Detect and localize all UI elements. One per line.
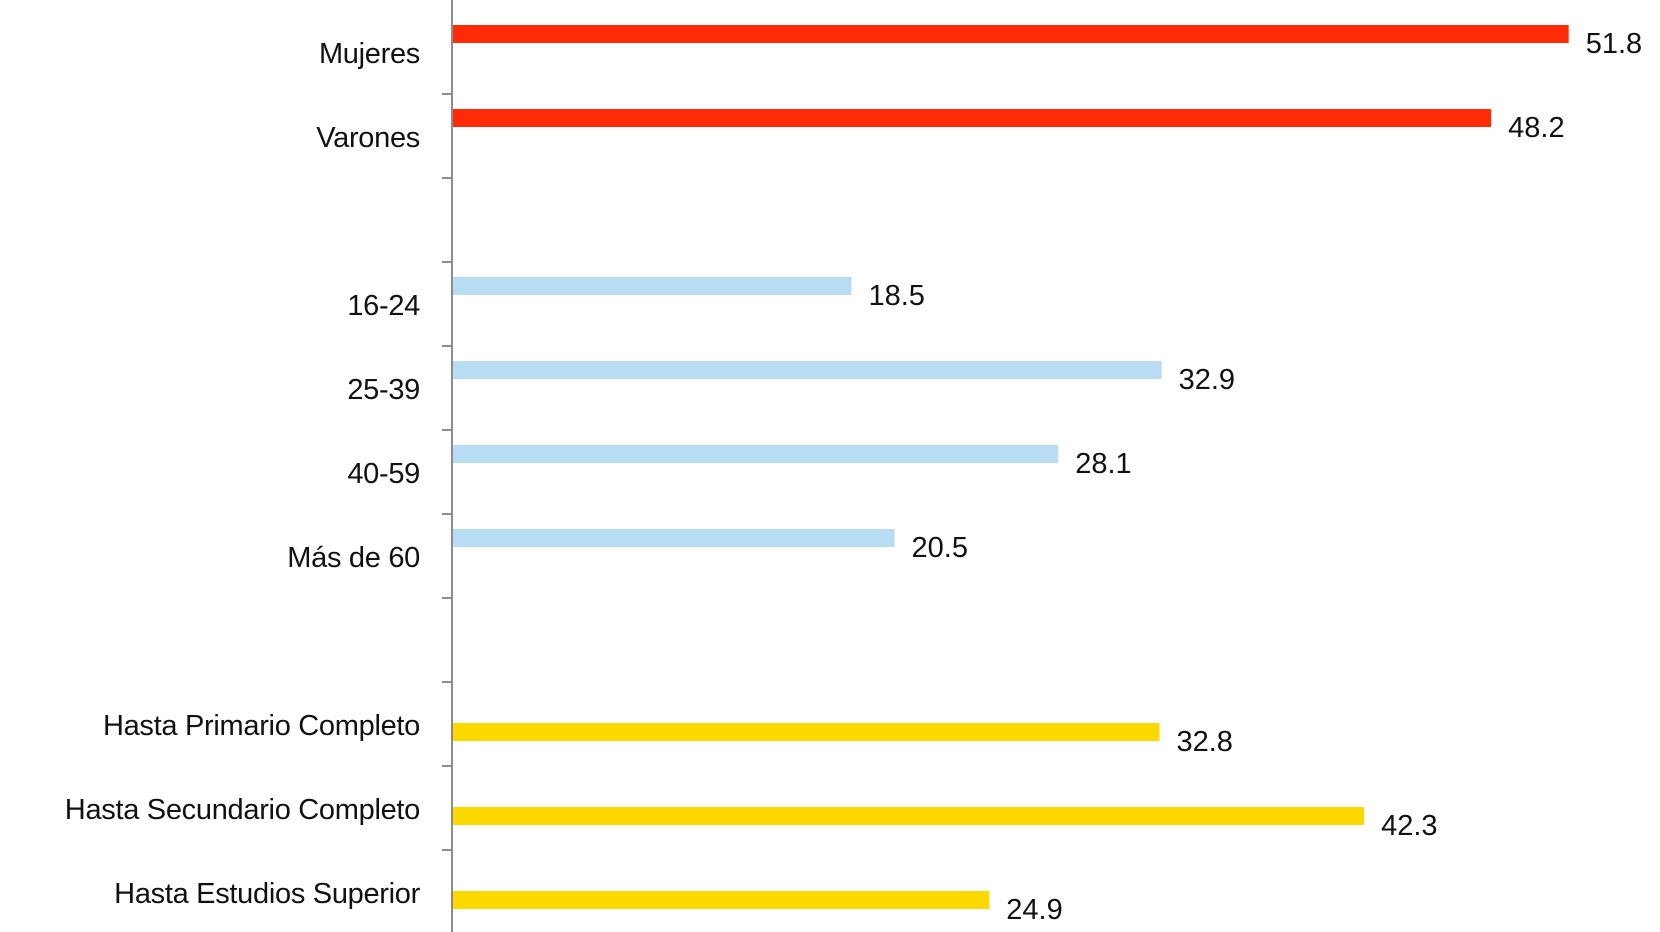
bar-varones: [453, 109, 1492, 127]
bar-25-39: [453, 361, 1162, 379]
data-label-16-24: 18.5: [868, 280, 924, 312]
bar-40-59: [453, 445, 1059, 463]
data-label-hasta-secundario-completo: 42.3: [1381, 810, 1437, 842]
bar-mujeres: [453, 25, 1569, 43]
category-label-hasta-primario-completo: Hasta Primario Completo: [103, 710, 420, 742]
bar-hasta-primario-completo: [453, 723, 1160, 741]
labels-layer: Mujeres 51.8 Varones 48.2 16-24 18.5 25-39 32.9…: [65, 28, 1642, 926]
data-label-40-59: 28.1: [1075, 448, 1131, 480]
bar-16-24: [453, 277, 852, 295]
category-label-40-59: 40-59: [347, 458, 420, 490]
category-label-hasta-secundario-completo: Hasta Secundario Completo: [65, 794, 420, 826]
data-label-varones: 48.2: [1508, 112, 1564, 144]
data-label-mas-de-60: 20.5: [912, 532, 968, 564]
category-label-16-24: 16-24: [347, 290, 420, 322]
bars-layer: [453, 25, 1569, 909]
category-label-mas-de-60: Más de 60: [287, 542, 420, 574]
data-label-25-39: 32.9: [1179, 364, 1235, 396]
data-label-hasta-primario-completo: 32.8: [1176, 726, 1232, 758]
category-label-25-39: 25-39: [347, 374, 420, 406]
category-axis: [442, 0, 453, 932]
category-label-varones: Varones: [316, 122, 420, 154]
category-label-hasta-estudios-superior: Hasta Estudios Superior: [114, 878, 420, 910]
category-label-mujeres: Mujeres: [319, 38, 420, 70]
data-label-mujeres: 51.8: [1586, 28, 1642, 60]
bar-hasta-secundario-completo: [453, 807, 1365, 825]
bar-hasta-estudios-superior: [453, 891, 990, 909]
data-label-hasta-estudios-superior: 24.9: [1006, 894, 1062, 926]
bar-mas-de-60: [453, 529, 895, 547]
